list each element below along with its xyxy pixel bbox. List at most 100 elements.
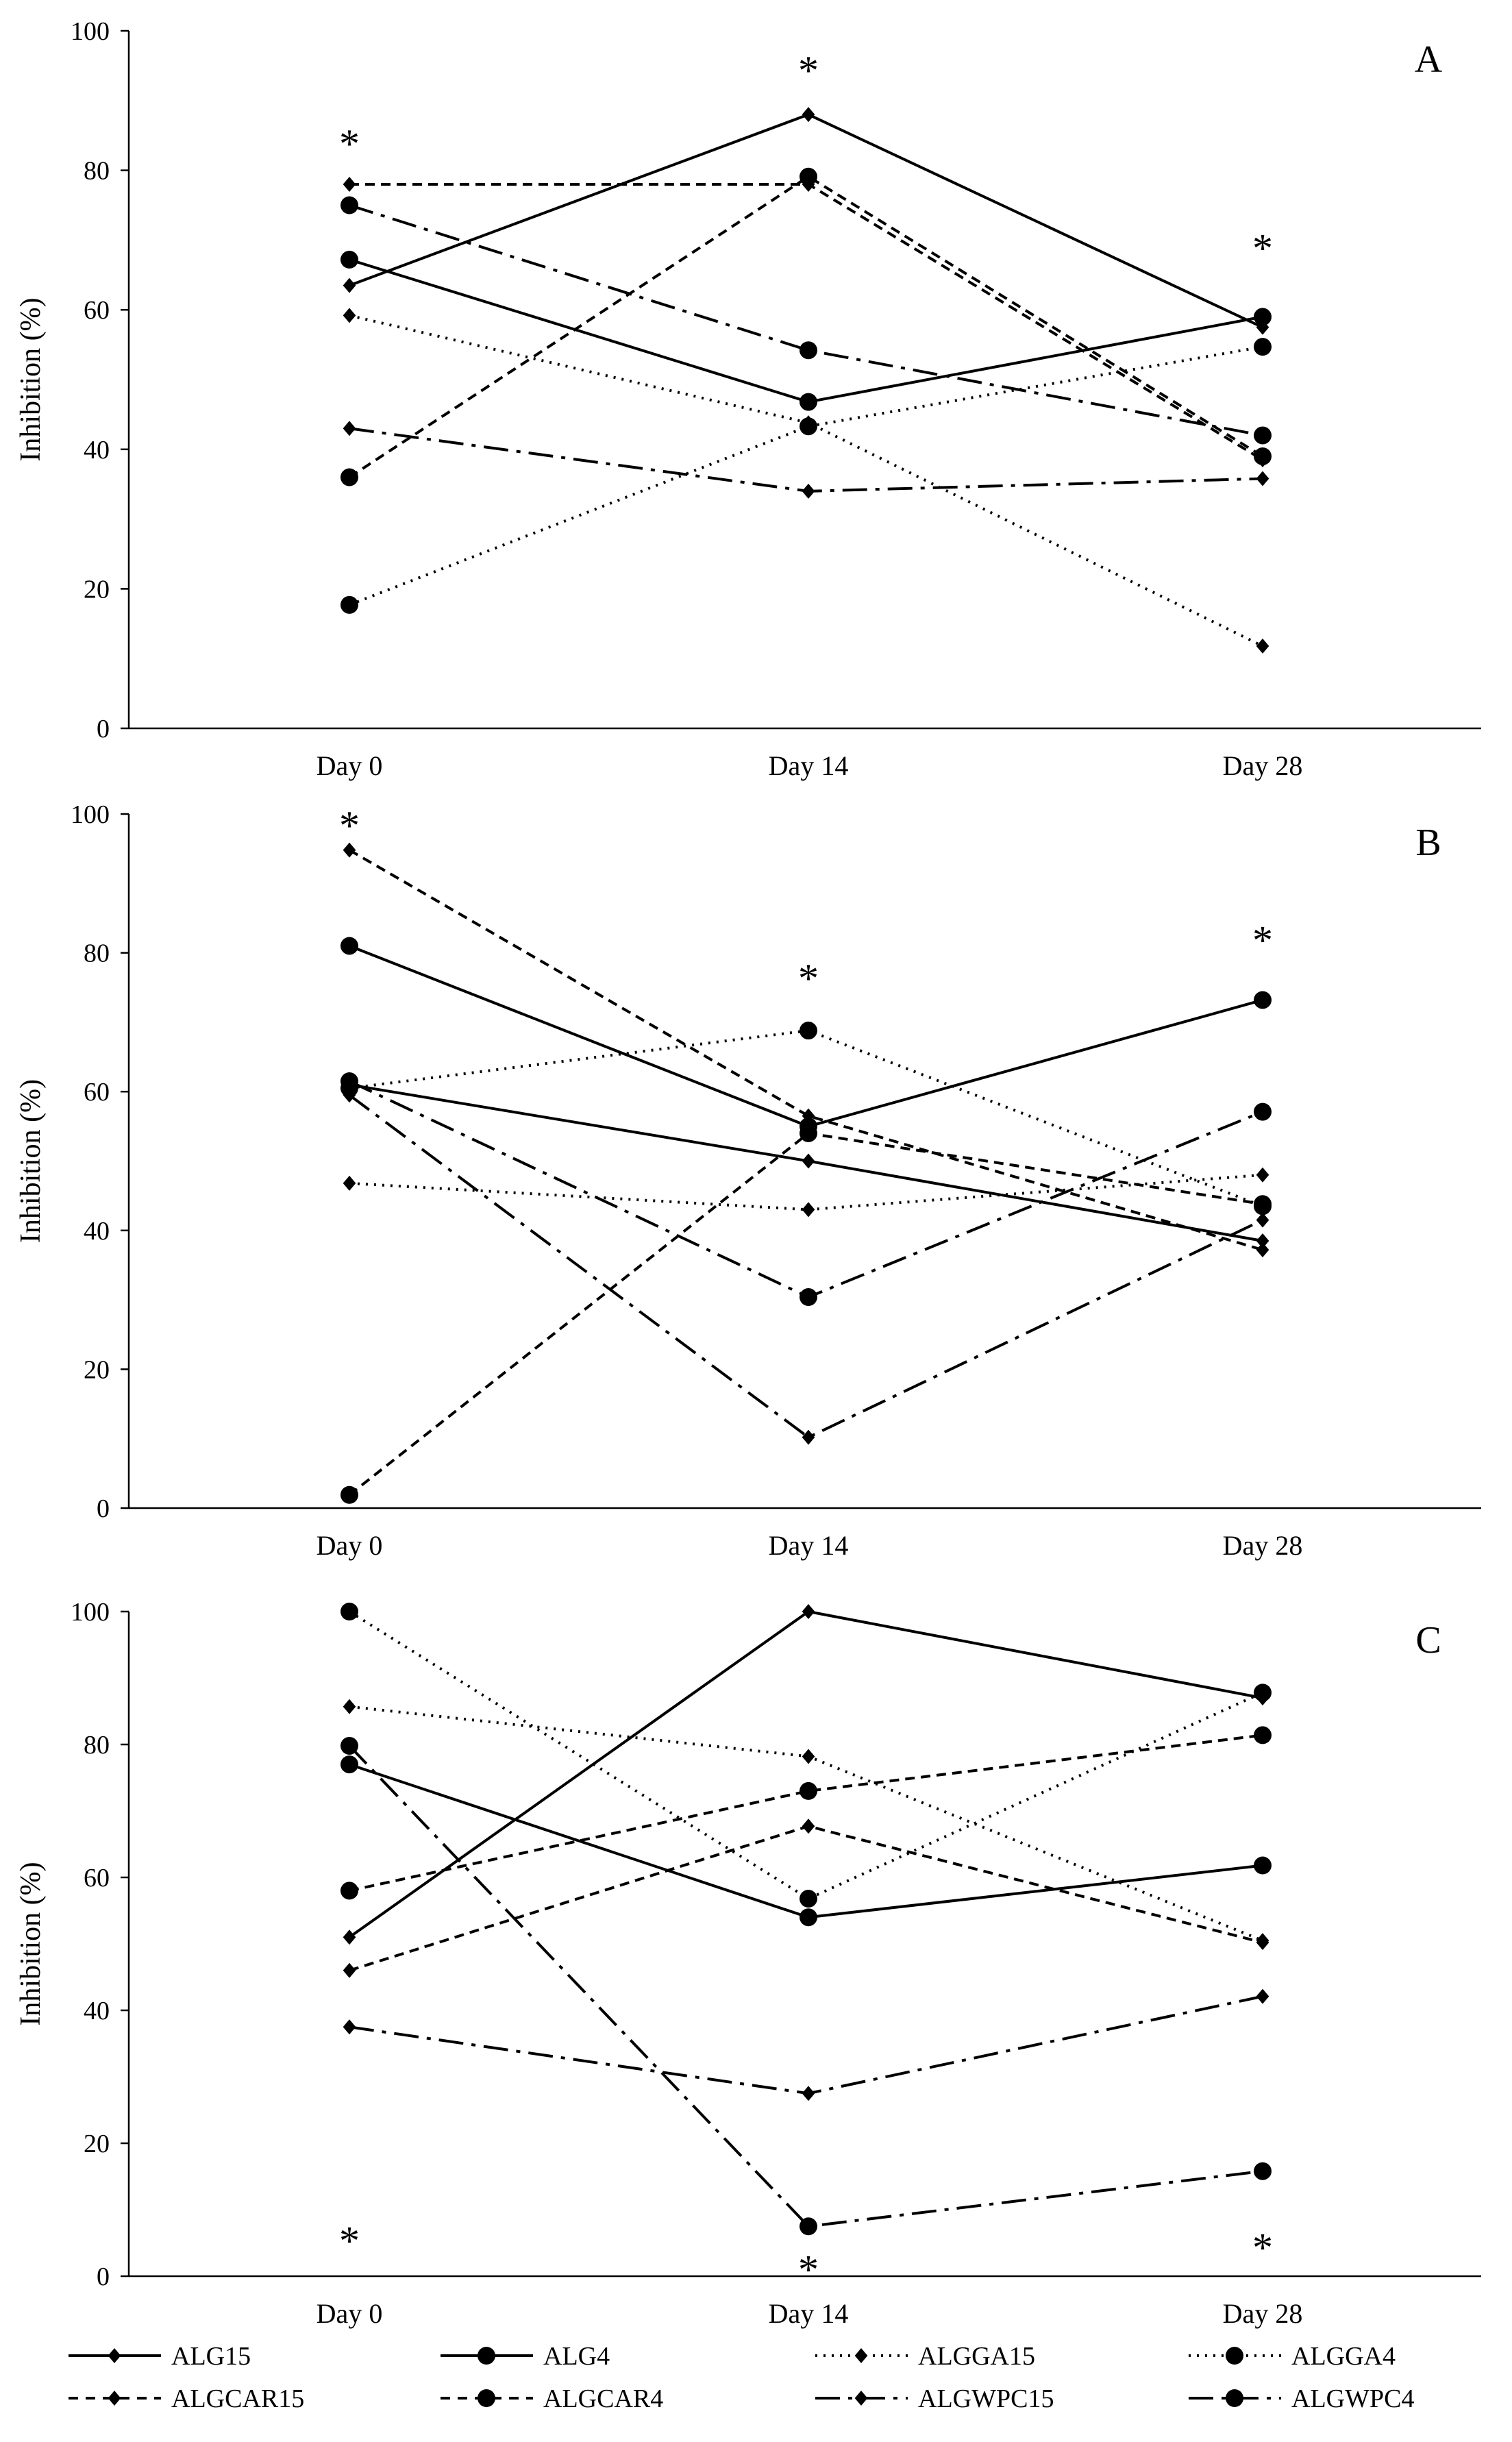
x-tick-label-day-28: Day 28 [1223, 750, 1303, 781]
point-algcar4-circle-marker [800, 1781, 817, 1800]
significance-asterisk: * [339, 803, 360, 848]
point-algwpc15-diamond-marker [1256, 471, 1269, 486]
legend-alg4-circle-marker [478, 2347, 495, 2365]
significance-asterisk: * [1252, 917, 1273, 963]
y-tick-label: 80 [84, 939, 110, 968]
series-line-algwpc4 [349, 204, 1263, 437]
series-algwpc4 [340, 1072, 1272, 1307]
point-alg4-circle-marker [1254, 991, 1272, 1009]
significance-asterisk: * [798, 48, 819, 93]
y-tick-label: 0 [97, 715, 110, 743]
series-line-alg4 [349, 258, 1263, 404]
series-algwpc15 [343, 421, 1269, 499]
point-algwpc15-diamond-marker [802, 2086, 815, 2101]
point-algwpc4-circle-marker [340, 196, 358, 214]
legend-label: ALGCAR4 [543, 2384, 663, 2413]
y-axis-title: Inhibition (%) [15, 1862, 47, 2025]
x-tick-label-day-0: Day 0 [317, 2298, 383, 2329]
point-algcar15-diamond-marker [1256, 1242, 1269, 1258]
series-line-algga15 [349, 314, 1263, 648]
point-algwpc4-circle-marker [1254, 1102, 1272, 1121]
legend-label: ALGGA15 [918, 2342, 1035, 2371]
x-tick-label-day-28: Day 28 [1223, 1530, 1303, 1561]
legend-item-algcar15: ALGCAR15 [69, 2384, 304, 2413]
point-alg4-circle-marker [800, 393, 817, 411]
point-algga15-diamond-marker [802, 1749, 815, 1764]
significance-asterisk: * [339, 121, 360, 166]
point-algcar4-circle-marker [1254, 1726, 1272, 1744]
series-line-algwpc4 [348, 1744, 1263, 2228]
point-alg4-circle-marker [340, 1755, 358, 1774]
panel-a: 0 20 40 60 80 100 Day 0 Day 14 Day 28 Inhibition … [15, 17, 1481, 781]
point-algga15-diamond-marker [343, 1699, 356, 1714]
legend-label: ALGWPC15 [918, 2384, 1054, 2413]
point-algga4-circle-marker [340, 595, 358, 614]
series-algcar4 [340, 167, 1272, 486]
point-algcar15-diamond-marker [1256, 1935, 1269, 1951]
point-alg4-circle-marker [340, 937, 358, 955]
point-algcar4-circle-marker [340, 1882, 358, 1900]
series-algwpc15 [343, 1087, 1269, 1445]
point-algwpc4-circle-marker [800, 1288, 817, 1307]
point-alg4-circle-marker [800, 1908, 817, 1927]
point-alg15-diamond-marker [802, 1604, 815, 1619]
point-algwpc4-circle-marker [1254, 426, 1272, 445]
point-alg15-diamond-marker [802, 107, 815, 123]
legend-item-algcar4: ALGCAR4 [441, 2384, 663, 2413]
panel-label: C [1415, 1619, 1441, 1662]
point-alg15-diamond-marker [1256, 319, 1269, 335]
series-algwpc4 [340, 1736, 1272, 2236]
point-algwpc4-circle-marker [800, 2217, 817, 2236]
legend-algwpc4-circle-marker [1226, 2389, 1243, 2407]
series-line-algcar15 [348, 848, 1263, 1252]
point-algwpc15-diamond-marker [802, 483, 815, 499]
legend-item-algwpc4: ALGWPC4 [1189, 2384, 1414, 2413]
legend-algwpc15-diamond-marker [854, 2391, 868, 2406]
point-algga4-circle-marker [1254, 1684, 1272, 1702]
y-tick-label: 100 [71, 800, 110, 829]
x-tick-label-day-14: Day 14 [769, 1530, 849, 1561]
point-algga4-circle-marker [800, 1890, 817, 1908]
series-algcar4 [340, 1124, 1272, 1504]
series-algcar15 [343, 1818, 1269, 1978]
point-algwpc15-diamond-marker [802, 1429, 815, 1445]
y-tick-label: 100 [71, 1598, 110, 1627]
point-algga15-diamond-marker [343, 308, 356, 323]
y-tick-label: 40 [84, 436, 110, 465]
point-algcar15-diamond-marker [343, 1962, 356, 1978]
point-algwpc15-diamond-marker [1256, 1988, 1269, 2004]
significance-asterisk: * [1252, 2225, 1273, 2270]
legend-label: ALGWPC4 [1291, 2384, 1414, 2413]
series-alg4 [340, 1755, 1272, 1927]
y-axis-title: Inhibition (%) [15, 297, 47, 461]
x-tick-label-day-14: Day 14 [769, 750, 849, 781]
point-algwpc15-diamond-marker [343, 421, 356, 436]
x-tick-label-day-0: Day 0 [317, 750, 383, 781]
point-algcar15-diamond-marker [802, 1108, 815, 1124]
legend-algga15-diamond-marker [854, 2348, 868, 2363]
series-alg15 [343, 1077, 1269, 1248]
legend-label: ALG4 [543, 2342, 610, 2371]
legend-label: ALG15 [171, 2342, 251, 2371]
y-tick-label: 40 [84, 1217, 110, 1246]
point-algga4-circle-marker [800, 1022, 817, 1040]
y-tick-label: 100 [71, 17, 110, 46]
series-algga15 [343, 1167, 1269, 1218]
legend-item-algga4: ALGGA4 [1189, 2342, 1396, 2371]
point-algcar4-circle-marker [800, 167, 817, 186]
point-algga4-circle-marker [1254, 338, 1272, 356]
point-algcar4-circle-marker [1254, 1195, 1272, 1213]
series-algga4 [340, 1603, 1272, 1908]
point-algwpc15-diamond-marker [343, 2019, 356, 2035]
point-algga4-circle-marker [800, 417, 817, 436]
y-tick-label: 60 [84, 1864, 110, 1892]
point-algwpc4-circle-marker [1254, 2162, 1272, 2180]
point-alg15-diamond-marker [343, 278, 356, 293]
x-tick-label-day-28: Day 28 [1223, 2298, 1303, 2329]
point-alg4-circle-marker [1254, 1856, 1272, 1875]
chart-panels: 0 20 40 60 80 100 Day 0 Day 14 Day 28 Inhibition … [15, 17, 1481, 2329]
panel-c: 0 20 40 60 80 100 Day 0 Day 14 Day 28 Inhibition … [15, 1598, 1481, 2329]
series-line-alg15 [349, 112, 1263, 329]
y-tick-label: 80 [84, 1731, 110, 1760]
